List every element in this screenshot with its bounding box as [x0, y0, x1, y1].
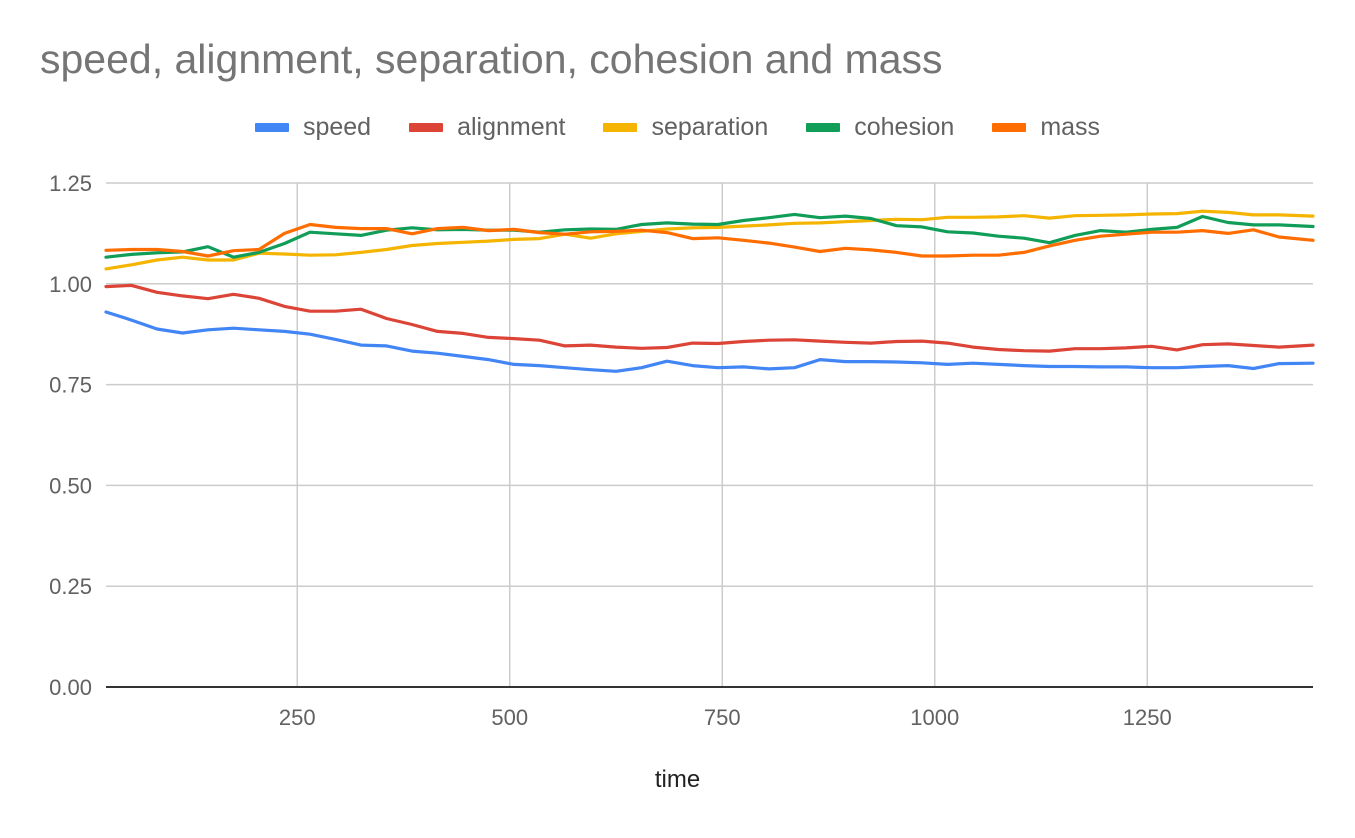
- x-tick-label: 1000: [910, 705, 959, 730]
- y-tick-label: 0.00: [49, 675, 92, 700]
- series-line-speed: [104, 310, 1315, 373]
- legend-swatch: [603, 122, 638, 132]
- legend-label: alignment: [457, 112, 566, 141]
- x-tick-label: 500: [491, 705, 528, 730]
- y-tick-label: 0.75: [49, 373, 92, 398]
- y-tick-label: 0.25: [49, 574, 92, 599]
- series-line-mass: [104, 222, 1315, 258]
- legend-label: separation: [651, 112, 769, 141]
- x-axis-title: time: [654, 766, 701, 793]
- x-tick-label: 750: [704, 705, 741, 730]
- gridlines: [106, 182, 1313, 687]
- x-tick-label: 1250: [1123, 705, 1172, 730]
- series-line-cohesion: [104, 212, 1315, 259]
- series-lines: [104, 209, 1315, 373]
- series-line-alignment: [104, 283, 1315, 353]
- x-tick-label: 250: [279, 705, 316, 730]
- legend-item-separation: separation: [603, 113, 768, 142]
- legend: speed alignment separation cohesion mass: [0, 112, 1355, 142]
- tick-labels: 0.00 0.25 0.50 0.75 1.00 1.25 250 500 750 1000 125…: [49, 171, 1172, 730]
- legend-swatch: [806, 122, 841, 132]
- legend-item-cohesion: cohesion: [806, 113, 954, 142]
- legend-swatch: [254, 122, 289, 132]
- legend-label: mass: [1040, 112, 1101, 141]
- legend-label: speed: [302, 112, 372, 141]
- legend-item-mass: mass: [992, 113, 1100, 142]
- legend-label: cohesion: [854, 112, 955, 141]
- legend-item-speed: speed: [254, 112, 372, 142]
- legend-item-alignment: alignment: [409, 113, 565, 142]
- y-tick-label: 1.00: [49, 272, 92, 297]
- y-tick-label: 1.25: [49, 171, 92, 196]
- legend-swatch: [992, 122, 1027, 132]
- chart-title: speed, alignment, separation, cohesion a…: [40, 36, 943, 82]
- y-tick-label: 0.50: [49, 473, 92, 498]
- legend-swatch: [409, 122, 444, 132]
- series-line-separation: [104, 209, 1315, 271]
